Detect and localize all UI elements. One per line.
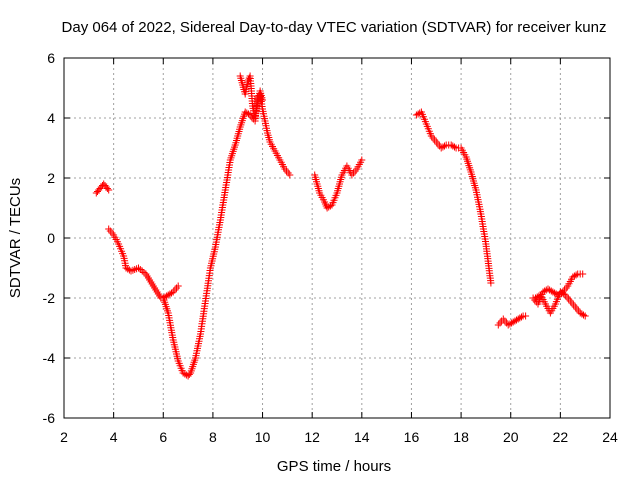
series-markers	[105, 225, 182, 302]
y-tick-label: 2	[47, 170, 55, 186]
x-tick-label: 20	[503, 429, 519, 445]
x-tick-label: 24	[602, 429, 618, 445]
x-tick-label: 18	[453, 429, 469, 445]
x-tick-label: 22	[553, 429, 569, 445]
x-tick-label: 6	[159, 429, 167, 445]
series-markers	[494, 312, 530, 329]
x-tick-label: 8	[209, 429, 217, 445]
series-markers	[159, 90, 294, 380]
series-arc9	[532, 288, 589, 320]
y-tick-label: 0	[47, 230, 55, 246]
series-arc7	[494, 312, 530, 329]
series-markers	[311, 156, 366, 212]
chart-title: Day 064 of 2022, Sidereal Day-to-day VTE…	[62, 19, 607, 36]
x-tick-label: 10	[255, 429, 271, 445]
x-tick-label: 16	[404, 429, 420, 445]
x-tick-label: 2	[60, 429, 68, 445]
series-markers	[532, 288, 589, 320]
y-tick-label: -2	[43, 290, 56, 306]
series-arc2	[105, 225, 182, 302]
grid-lines	[64, 58, 610, 418]
x-axis-ticks: 2 4 6 8 10 12 14 16 18 20 22 24	[60, 58, 618, 445]
x-axis-label: GPS time / hours	[277, 458, 391, 475]
series-arc3	[159, 90, 294, 380]
y-tick-label: -6	[43, 410, 56, 426]
y-tick-label: 6	[47, 50, 55, 66]
data-markers	[92, 72, 589, 380]
series-markers	[236, 72, 266, 122]
y-tick-label: 4	[47, 110, 55, 126]
x-tick-label: 14	[354, 429, 370, 445]
series-arc5	[311, 156, 366, 212]
series-arc4	[236, 72, 266, 122]
series-arc6	[412, 108, 495, 287]
series-markers	[412, 108, 495, 287]
series-markers	[92, 180, 113, 197]
y-axis-ticks: -6 -4 -2 0 2 4 6	[43, 50, 610, 426]
series-arc1	[92, 180, 113, 197]
x-tick-label: 12	[304, 429, 320, 445]
y-axis-label: SDTVAR / TECUs	[7, 178, 24, 298]
x-tick-label: 4	[110, 429, 118, 445]
y-tick-label: -4	[43, 350, 56, 366]
